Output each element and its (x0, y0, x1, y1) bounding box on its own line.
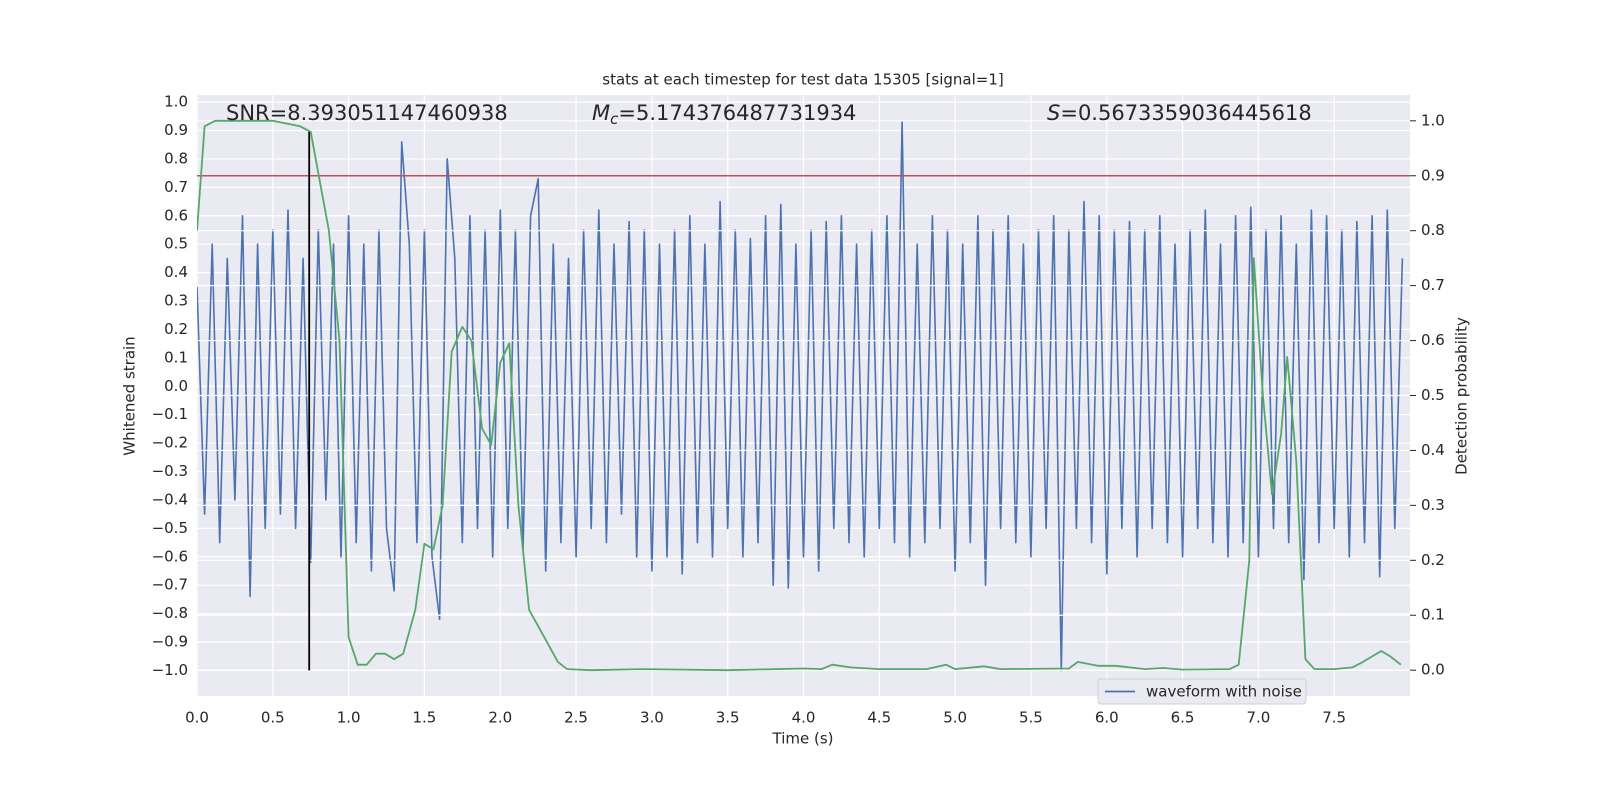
y2-tick-label: 0.7 (1421, 276, 1445, 294)
y-tick-label: 0.6 (164, 206, 188, 224)
x-tick-label: 5.5 (1019, 709, 1043, 727)
x-tick-label: 0.5 (261, 709, 285, 727)
x-tick-label: 7.0 (1246, 709, 1270, 727)
y-tick-label: 0.2 (164, 320, 188, 338)
y-tick-label: −0.7 (152, 576, 188, 594)
annotation-symbol: S (1047, 101, 1060, 125)
y-tick-label: 0.8 (164, 149, 188, 167)
x-tick-label: 3.0 (640, 709, 664, 727)
x-tick-label: 6.5 (1171, 709, 1195, 727)
y2-tick-label: 0.1 (1421, 606, 1445, 624)
annotation-text: SNR=8.393051147460938 (226, 101, 508, 125)
y-tick-label: −0.5 (152, 519, 188, 537)
y-tick-label: −0.1 (152, 405, 188, 423)
x-tick-label: 5.0 (943, 709, 967, 727)
y-tick-label: 0.9 (164, 121, 188, 139)
y2-tick-label: 0.5 (1421, 386, 1445, 404)
series-line (197, 121, 1404, 672)
y-tick-label: 0.5 (164, 235, 188, 253)
y-tick-label: −0.4 (152, 490, 188, 508)
x-tick-label: 4.5 (867, 709, 891, 727)
x-axis-label: Time (s) (772, 730, 834, 748)
y2-tick-label: 0.0 (1421, 661, 1445, 679)
x-tick-label: 1.0 (337, 709, 361, 727)
y-tick-label: −1.0 (152, 661, 188, 679)
annotation-subscript: c (610, 110, 619, 128)
y2-tick-label: 0.8 (1421, 221, 1445, 239)
x-tick-label: 7.5 (1322, 709, 1346, 727)
y2-tick-label: 0.3 (1421, 496, 1445, 514)
y-axis-label: Whitened strain (121, 336, 139, 455)
y-tick-label: 0.7 (164, 178, 188, 196)
series-line (197, 119, 1402, 672)
chart-title: stats at each timestep for test data 153… (602, 71, 1003, 89)
annotation: S=0.5673359036445618 (1047, 101, 1312, 125)
legend-box (1097, 678, 1307, 705)
annotation: Mc=5.174376487731934 (592, 101, 856, 128)
x-tick-label: 6.0 (1095, 709, 1119, 727)
y-tick-label: −0.3 (152, 462, 188, 480)
y-tick-label: 0.0 (164, 377, 188, 395)
y-tick-label: −0.8 (152, 604, 188, 622)
x-tick-label: 2.5 (564, 709, 588, 727)
y-tick-label: 0.1 (164, 348, 188, 366)
annotation-text: =5.174376487731934 (618, 101, 856, 125)
x-tick-label: 4.0 (792, 709, 816, 727)
y-tick-label: −0.9 (152, 633, 188, 651)
legend: waveform with noise (1097, 678, 1307, 705)
y2-tick-label: 0.9 (1421, 166, 1445, 184)
y2-tick-label: 0.2 (1421, 551, 1445, 569)
x-tick-label: 2.0 (488, 709, 512, 727)
annotation: SNR=8.393051147460938 (226, 101, 508, 125)
y-tick-label: −0.6 (152, 547, 188, 565)
x-tick-label: 1.5 (413, 709, 437, 727)
y2-tick-label: 0.4 (1421, 441, 1445, 459)
y-tick-label: −0.2 (152, 434, 188, 452)
legend-label: waveform with noise (1146, 683, 1302, 701)
y2-axis-label: Detection probability (1453, 317, 1471, 475)
y2-tick-label: 0.6 (1421, 331, 1445, 349)
y2-tick-label: 1.0 (1421, 111, 1445, 129)
annotation-symbol: M (592, 101, 610, 125)
x-tick-label: 3.5 (716, 709, 740, 727)
y-tick-label: 1.0 (164, 93, 188, 111)
x-tick-label: 0.0 (185, 709, 209, 727)
annotation-text: =0.5673359036445618 (1060, 101, 1311, 125)
y-tick-label: 0.4 (164, 263, 188, 281)
y-tick-label: 0.3 (164, 292, 188, 310)
